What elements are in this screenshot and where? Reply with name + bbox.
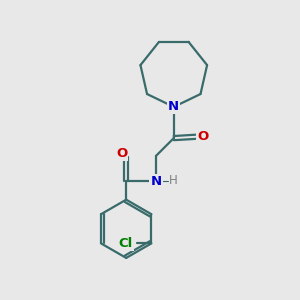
Text: H: H <box>169 174 178 187</box>
Text: Cl: Cl <box>119 237 133 250</box>
Text: O: O <box>197 130 208 143</box>
Text: N: N <box>150 175 161 188</box>
Text: N: N <box>168 100 179 113</box>
Text: O: O <box>116 147 128 161</box>
